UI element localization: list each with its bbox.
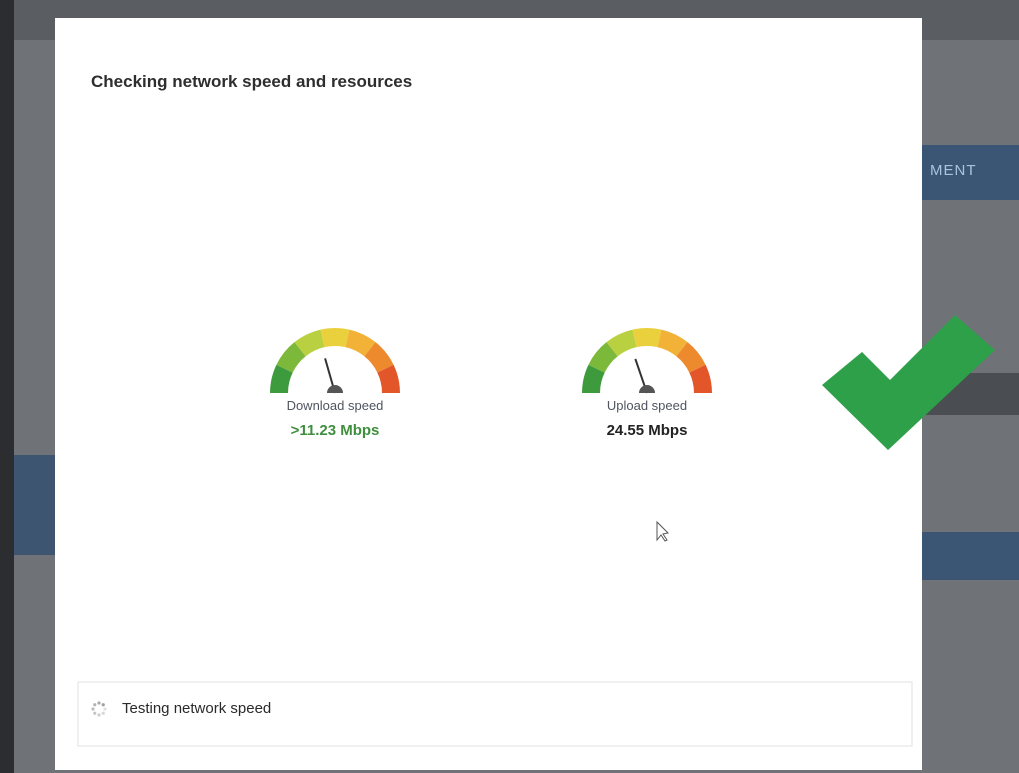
page: {"background": {"menu_fragment": "MENT"}… [0, 0, 1019, 773]
spinner-dot [102, 712, 105, 715]
spinner-dot [93, 712, 96, 715]
dialog [55, 18, 922, 770]
gauge-segment [321, 328, 350, 347]
left-edge [0, 0, 14, 773]
spinner-dot [97, 713, 100, 716]
menu-label[interactable]: MENT [930, 162, 977, 179]
spinner-dot [93, 703, 96, 706]
spinner-dot [97, 701, 100, 704]
screen: MENT Checking network speed and resource… [0, 0, 1019, 773]
spinner-dot [103, 707, 106, 710]
spinner-dot [102, 703, 105, 706]
dialog-title: Checking network speed and resources [91, 72, 412, 92]
gauge-value: >11.23 Mbps [235, 422, 435, 439]
status-text: Testing network speed [122, 700, 271, 717]
gauge-label: Download speed [235, 398, 435, 413]
backdrop [0, 0, 1019, 773]
side-tab [14, 455, 58, 555]
gauge-value: 24.55 Mbps [547, 422, 747, 439]
gauge-label: Upload speed [547, 398, 747, 413]
menu-button[interactable] [922, 532, 1019, 580]
spinner-dot [91, 707, 94, 710]
gauge-segment [633, 328, 662, 347]
